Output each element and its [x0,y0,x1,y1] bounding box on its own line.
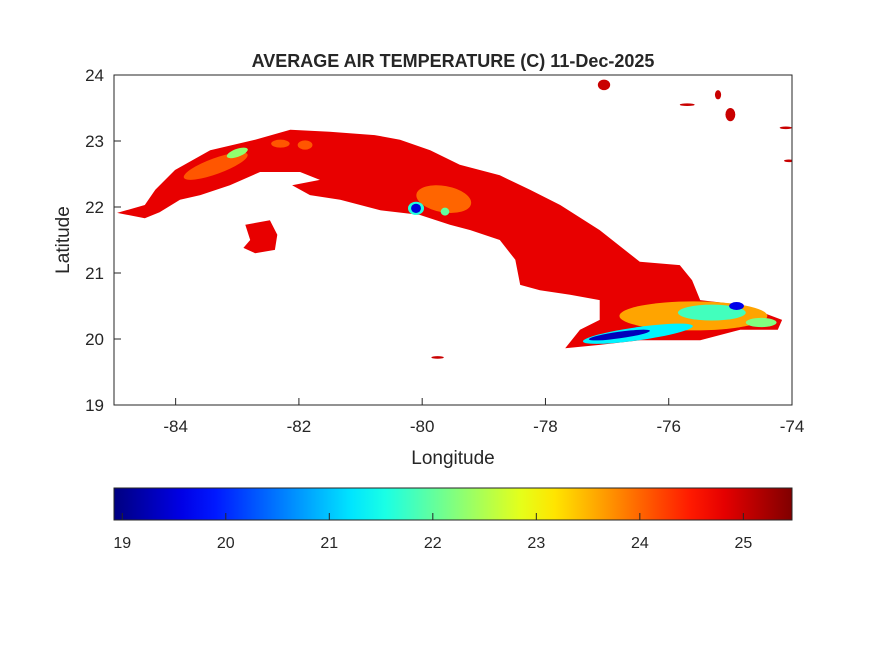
temperature-patch [411,203,421,213]
temperature-patch [588,329,650,341]
y-tick-label: 23 [85,132,104,151]
x-tick-label: -78 [533,417,558,436]
x-ticks: -84 -82 -80 -78 -76 -74 [163,398,804,436]
temperature-patch [226,147,248,159]
temperature-patch [297,140,313,150]
map-layer [117,79,792,359]
x-tick-label: -82 [287,417,312,436]
x-tick-label: -84 [163,417,188,436]
y-tick-label: 19 [85,396,104,415]
colorbar-tick-label: 19 [113,535,131,552]
temperature-patch [440,207,450,216]
colorbar-ticks: 19 20 21 22 23 24 25 [113,513,752,552]
temperature-patch [729,302,744,310]
x-tick-label: -80 [410,417,435,436]
temperature-patch [271,139,290,148]
temperature-patch [416,185,472,213]
axes-box [113,74,793,406]
colorbar-tick-label: 23 [527,535,545,552]
chart-title: AVERAGE AIR TEMPERATURE (C) 11-Dec-2025 [252,51,655,71]
y-tick-label: 20 [85,330,104,349]
y-ticks: 19 20 21 22 23 24 [85,66,121,415]
x-axis-label: Longitude [411,448,494,469]
colorbar-tick-label: 21 [320,535,338,552]
temperature-patch [183,152,248,180]
islet [779,126,792,130]
plot-area [114,75,792,405]
y-tick-label: 24 [85,66,104,85]
islet [783,159,792,163]
colorbar-tick-label: 20 [217,535,235,552]
colorbar-tick-label: 22 [424,535,442,552]
y-tick-label: 22 [85,198,104,217]
islet [597,79,611,91]
land-cuba [117,129,783,349]
temperature-patch [677,304,746,321]
land-isla-de-la-juventud [243,220,278,254]
islet [714,90,722,100]
y-axis-label: Latitude [53,206,74,274]
y-tick-label: 21 [85,264,104,283]
temperature-patch [745,317,777,328]
colorbar [113,487,793,521]
islet [431,356,444,359]
colorbar-tick-label: 24 [631,535,649,552]
x-tick-label: -74 [780,417,805,436]
x-tick-label: -76 [656,417,681,436]
islet [679,103,695,107]
islet [725,108,736,122]
colorbar-tick-label: 25 [734,535,752,552]
